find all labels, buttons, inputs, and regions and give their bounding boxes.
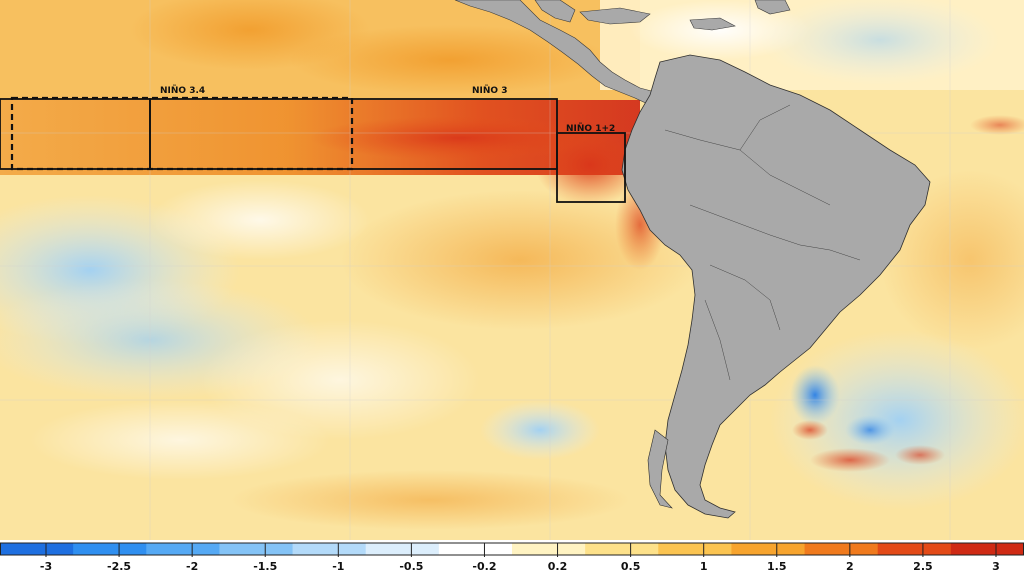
south-america-landmass (621, 54, 931, 519)
colorbar-segment (292, 543, 367, 555)
neutral-patch (150, 180, 370, 260)
chile-fjords (647, 429, 673, 509)
nino-3-label: NIÑO 3 (472, 85, 507, 96)
warm-eddy (970, 115, 1024, 135)
colorbar-tick-label: -2.5 (107, 560, 131, 573)
colorbar-tick-label: -2 (186, 560, 198, 573)
colorbar-segment (804, 543, 879, 555)
colorbar-segment (0, 543, 74, 555)
warm-patch (340, 190, 700, 330)
colorbar-tick-label: 3 (992, 560, 1000, 573)
country-borders (664, 104, 861, 381)
hispaniola-island (689, 17, 736, 31)
colorbar-segment (438, 543, 513, 555)
colorbar-tick-label: 1 (700, 560, 708, 573)
cold-eddy (790, 365, 840, 425)
cool-patch (480, 400, 600, 460)
colorbar-tick-label: -1 (332, 560, 344, 573)
hot-tongue (310, 116, 610, 160)
yucatan-landmass (534, 0, 576, 23)
colorbar-segment (73, 543, 147, 555)
nino-1-2-box (556, 132, 626, 203)
neutral-patch (30, 400, 330, 480)
colorbar-tick-label: 2.5 (913, 560, 933, 573)
colorbar-tick-label: 0.5 (621, 560, 641, 573)
colorbar-tick-label: -1.5 (253, 560, 277, 573)
map-canvas: NIÑO 3.4 NIÑO 3 NIÑO 1+2 (0, 0, 1024, 540)
hot-coastal-patch (535, 125, 645, 205)
colorbar-ticks: -3 -2.5 -2 -1.5 -1 -0.5 -0.2 0.2 0.5 1 1.5 2 2.5 3 (40, 543, 1000, 573)
cool-patch (760, 0, 1000, 85)
colorbar-segments (0, 542, 1024, 556)
cuba-island (579, 7, 651, 25)
colorbar-segment (146, 543, 220, 555)
colorbar-tick-label: 2 (846, 560, 854, 573)
colorbar-tick-label: -3 (40, 560, 52, 573)
colorbar-tick-label: 1.5 (767, 560, 787, 573)
warm-eddy (895, 445, 945, 465)
north-landmass-fragment (754, 0, 791, 15)
warm-eddy (810, 448, 890, 472)
colorbar-segment (512, 543, 586, 555)
colorbar-segment (219, 543, 294, 555)
colorbar-tick-label: -0.5 (399, 560, 423, 573)
nino-3-4-label: NIÑO 3.4 (160, 85, 205, 96)
colorbar-segment (585, 543, 659, 555)
colorbar-segment (365, 543, 440, 555)
colorbar-tick-label: -0.2 (472, 560, 496, 573)
colorbar-segment (877, 543, 952, 555)
warm-patch (290, 25, 610, 95)
colorbar-segment (950, 543, 1024, 555)
warm-eddy (792, 420, 828, 440)
nino-1-2-label: NIÑO 1+2 (566, 123, 615, 134)
colorbar-tick-label: 0.2 (548, 560, 568, 573)
warm-patch (230, 470, 630, 530)
colorbar-segment (658, 543, 732, 555)
cold-eddy (845, 415, 895, 445)
colorbar-segment (731, 543, 806, 555)
colorbar: -3 -2.5 -2 -1.5 -1 -0.5 -0.2 0.2 0.5 1 1.5 2 2.5 3 (0, 540, 1024, 576)
